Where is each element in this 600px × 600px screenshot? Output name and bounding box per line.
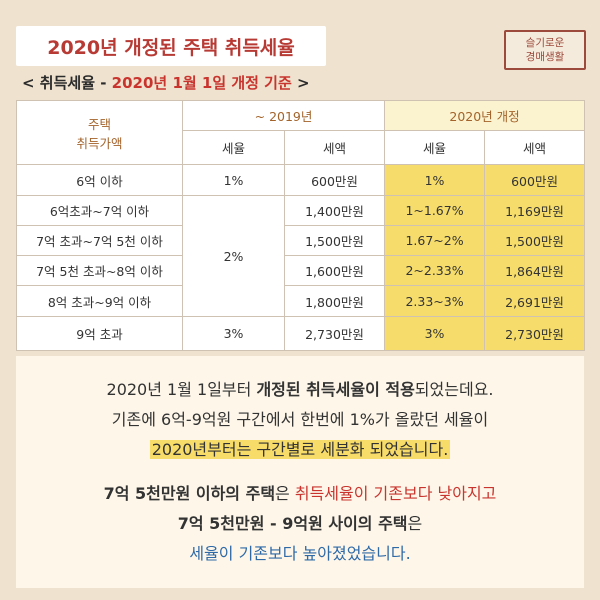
cell-range: 8억 초과~9억 이하 <box>16 285 183 317</box>
note-line-1c: 되었는데요. <box>414 380 494 399</box>
table-row: 7억 5천 초과~8억 이하 1,600만원 2~2.33% 1,864만원 <box>16 255 586 286</box>
cell-new-amount: 2,691만원 <box>484 285 586 317</box>
brand-stamp-logo: 슬기로운 경매생활 <box>504 30 586 70</box>
header-old-amount: 세액 <box>283 130 386 165</box>
subtitle: < 취득세율 - 2020년 1월 1일 개정 기준 > <box>22 72 310 94</box>
header-old-rate: 세율 <box>182 130 285 165</box>
cell-range: 6억초과~7억 이하 <box>16 195 183 226</box>
cell-old-amount: 1,500만원 <box>283 225 386 256</box>
table-row: 7억 초과~7억 5천 이하 1,500만원 1.67~2% 1,500만원 <box>16 225 586 256</box>
cell-old-rate-merged: 2% <box>182 195 285 317</box>
explanation-panel: 2020년 1월 1일부터 개정된 취득세율이 적용되었는데요. 기존에 6억-… <box>16 356 584 588</box>
cell-new-amount: 1,864만원 <box>484 255 586 286</box>
note-line-3: 2020년부터는 구간별로 세분화 되었습니다. <box>16 436 584 460</box>
header-price-range-line1: 주택 <box>87 116 111 132</box>
note-line-1b: 개정된 취득세율이 적용 <box>256 380 415 399</box>
cell-new-amount: 1,500만원 <box>484 225 586 256</box>
page-title: 2020년 개정된 주택 취득세율 <box>47 36 295 59</box>
table-row: 8억 초과~9억 이하 1,800만원 2.33~3% 2,691만원 <box>16 285 586 317</box>
header-old: ~ 2019년 <box>181 100 386 131</box>
cell-old-amount: 600만원 <box>283 164 386 196</box>
note-line-5a: 7억 5천만원 - 9억원 사이의 주택 <box>177 514 408 533</box>
cell-new-rate: 3% <box>384 316 486 351</box>
note-line-5: 7억 5천만원 - 9억원 사이의 주택은 <box>16 510 584 534</box>
subtitle-prefix: < 취득세율 - <box>22 74 112 92</box>
cell-old-amount: 1,600만원 <box>283 255 386 286</box>
table-row: 6억초과~7억 이하 2% 1,400만원 1~1.67% 1,169만원 <box>16 195 586 317</box>
table-row: 6억 이하 1% 600만원 1% 600만원 <box>16 164 586 196</box>
cell-new-rate: 1% <box>384 164 486 196</box>
cell-new-amount: 1,169만원 <box>484 195 586 226</box>
cell-new-amount: 2,730만원 <box>484 316 586 351</box>
stamp-line-2: 경매생활 <box>525 51 565 63</box>
subtitle-highlight: 2020년 1월 1일 개정 기준 <box>111 74 292 92</box>
title-banner: 2020년 개정된 주택 취득세율 <box>16 26 326 66</box>
cell-range: 6억 이하 <box>16 164 183 196</box>
tax-rate-table: 주택 취득가액 ~ 2019년 2020년 개정 세율 세액 세율 세액 6억 … <box>16 100 586 351</box>
cell-old-amount: 2,730만원 <box>283 316 386 351</box>
note-line-1a: 2020년 1월 1일부터 <box>106 380 257 399</box>
header-new: 2020년 개정 <box>384 100 586 131</box>
cell-new-amount: 600만원 <box>484 164 586 196</box>
subtitle-suffix: > <box>291 74 310 92</box>
cell-range: 7억 5천 초과~8억 이하 <box>16 255 183 286</box>
cell-new-rate: 1.67~2% <box>384 225 486 256</box>
cell-range: 9억 초과 <box>16 316 183 351</box>
header-new-rate: 세율 <box>384 130 486 165</box>
header-price-range-line2: 취득가액 <box>76 135 123 151</box>
note-line-4: 7억 5천만원 이하의 주택은 취득세율이 기존보다 낮아지고 <box>16 480 584 504</box>
note-line-6: 세율이 기존보다 높아졌었습니다. <box>189 544 411 563</box>
cell-new-rate: 2.33~3% <box>384 285 486 317</box>
header-new-amount: 세액 <box>484 130 586 165</box>
cell-range: 7억 초과~7억 5천 이하 <box>16 225 183 256</box>
note-line-2: 기존에 6억-9억원 구간에서 한번에 1%가 올랐던 세율이 <box>111 410 489 429</box>
cell-new-rate: 2~2.33% <box>384 255 486 286</box>
cell-new-rate: 1~1.67% <box>384 195 486 226</box>
cell-old-amount: 1,400만원 <box>283 195 386 226</box>
note-line-4b: 은 <box>275 484 295 503</box>
stamp-line-1: 슬기로운 <box>525 37 565 49</box>
note-line-5b: 은 <box>407 514 423 533</box>
cell-old-rate: 1% <box>182 164 285 196</box>
cell-old-amount: 1,800만원 <box>283 285 386 317</box>
note-line-1: 2020년 1월 1일부터 개정된 취득세율이 적용되었는데요. <box>16 376 584 400</box>
table-row: 9억 초과 3% 2,730만원 3% 2,730만원 <box>16 316 586 351</box>
note-line-3-highlight: 2020년부터는 구간별로 세분화 되었습니다. <box>149 440 451 459</box>
note-line-4a: 7억 5천만원 이하의 주택 <box>103 484 276 503</box>
cell-old-rate: 3% <box>182 316 285 351</box>
note-line-4c: 취득세율이 기존보다 낮아지고 <box>294 484 497 503</box>
header-price-range: 주택 취득가액 <box>16 100 183 165</box>
